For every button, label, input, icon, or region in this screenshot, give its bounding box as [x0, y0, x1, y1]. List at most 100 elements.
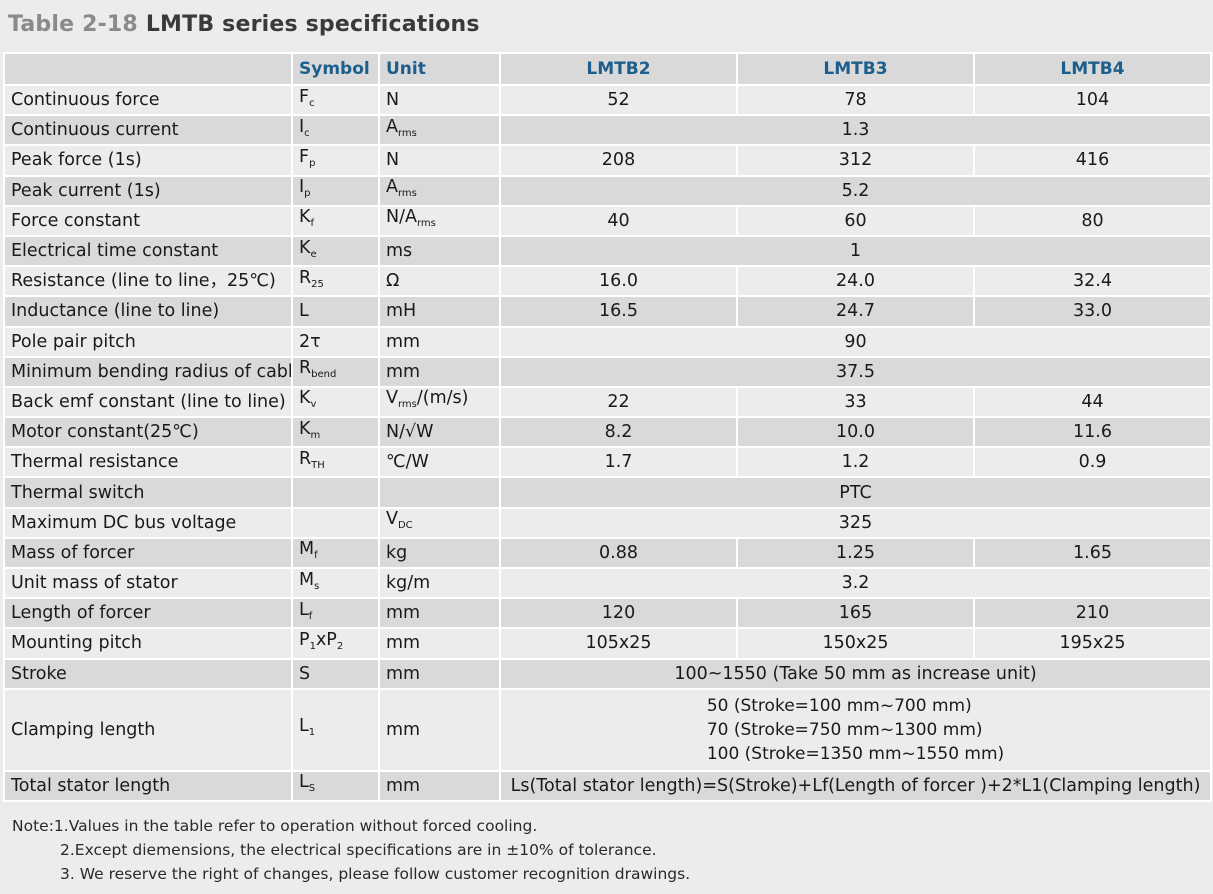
value-cell: 22: [499, 385, 738, 419]
parameter-name: Resistance (line to line，25℃): [3, 265, 293, 298]
header-unit: Unit: [378, 52, 501, 86]
table-row: Pole pair pitch 2τ mm 90: [3, 325, 1212, 358]
unit-text: ms: [386, 241, 413, 262]
value-cell: 150x25: [736, 627, 975, 660]
symbol-cell: Lf: [291, 597, 380, 630]
value-cell: 1.2: [736, 446, 975, 479]
table-number: Table 2-18: [8, 12, 138, 37]
symbol-text: S: [299, 663, 311, 684]
symbol-cell: Fc: [291, 83, 380, 117]
parameter-name: Thermal switch: [3, 476, 293, 509]
total-formula: Ls(Total stator length)=S(Stroke)+Lf(Len…: [499, 769, 1212, 802]
symbol-cell: [291, 506, 380, 539]
value-cell: 24.0: [736, 265, 975, 298]
unit-text: mm: [386, 775, 421, 796]
unit-text: A: [386, 177, 398, 198]
value-cell: 16.0: [499, 265, 738, 298]
parameter-name: Peak force (1s): [3, 144, 293, 177]
header-symbol: Symbol: [291, 52, 380, 86]
value-cell: 33: [736, 385, 975, 419]
parameter-name: Electrical time constant: [3, 234, 293, 268]
clamping-values: 50 (Stroke=100 mm~700 mm) 70 (Stroke=750 …: [499, 687, 1212, 772]
unit-cell: mH: [378, 295, 501, 328]
parameter-name: Minimum bending radius of cable: [3, 355, 293, 388]
unit-text: mm: [386, 633, 421, 654]
table-row: Peak force (1s) Fp N 208 312 416: [3, 144, 1212, 177]
table-row: Motor constant(25℃) Km N/√W 8.2 10.0 11.6: [3, 416, 1212, 449]
value-merged: 5.2: [499, 174, 1212, 207]
unit-cell: Arms: [378, 114, 501, 147]
value-cell: 16.5: [499, 295, 738, 328]
subscript: S: [308, 783, 316, 795]
clamping-lines: 50 (Stroke=100 mm~700 mm) 70 (Stroke=750 …: [707, 694, 1004, 766]
notes: Note:1.Values in the table refer to oper…: [12, 814, 690, 886]
subscript: m: [310, 429, 321, 441]
symbol-cell: Kv: [291, 385, 380, 419]
note-1: Note:1.Values in the table refer to oper…: [12, 817, 538, 835]
subscript: rms: [397, 399, 417, 411]
symbol-text: F: [299, 146, 310, 167]
subscript: f: [308, 610, 313, 622]
unit-text: mH: [386, 301, 417, 322]
unit-text: mm: [386, 603, 421, 624]
parameter-name: Maximum DC bus voltage: [3, 506, 293, 539]
parameter-name: Length of forcer: [3, 597, 293, 630]
unit-cell: mm: [378, 597, 501, 630]
unit-cell: N: [378, 83, 501, 117]
table-row: Mass of forcer Mf kg 0.88 1.25 1.65: [3, 536, 1212, 570]
symbol-cell: Ic: [291, 114, 380, 147]
symbol-text: L: [299, 772, 309, 793]
table-row: Electrical time constant Ke ms 1: [3, 234, 1212, 268]
subscript: 25: [311, 278, 324, 290]
value-cell: 60: [736, 204, 975, 237]
value-cell: 78: [736, 83, 975, 117]
symbol-cell: L1: [291, 687, 380, 772]
symbol-text: L: [299, 599, 309, 620]
table-row: Unit mass of stator Ms kg/m 3.2: [3, 566, 1212, 600]
value-cell: 0.88: [499, 536, 738, 570]
subscript: DC: [397, 520, 413, 532]
symbol-text: M: [299, 539, 315, 560]
symbol-text: M: [299, 569, 315, 590]
unit-cell: VDC: [378, 506, 501, 539]
subscript: rms: [416, 218, 436, 230]
unit-cell: Ω: [378, 265, 501, 298]
unit-text: A: [386, 116, 398, 137]
parameter-name: Back emf constant (line to line): [3, 385, 293, 419]
subscript: p: [304, 188, 311, 200]
subscript: rms: [397, 127, 417, 139]
symbol-text: L: [299, 716, 309, 737]
value-cell: 8.2: [499, 416, 738, 449]
header-model-lmtb3: LMTB3: [736, 52, 975, 86]
value-cell: 10.0: [736, 416, 975, 449]
symbol-cell: Kf: [291, 204, 380, 237]
value-merged: PTC: [499, 476, 1212, 509]
value-merged: 325: [499, 506, 1212, 539]
table-row: Thermal switch PTC: [3, 476, 1212, 509]
value-cell: 1.7: [499, 446, 738, 479]
symbol-text: R: [299, 358, 312, 379]
value-cell: 11.6: [973, 416, 1212, 449]
clamping-line: 70 (Stroke=750 mm~1300 mm): [706, 719, 983, 740]
symbol-cell: [291, 476, 380, 509]
unit-text: mm: [386, 663, 421, 684]
header-parameter: [3, 52, 293, 86]
subscript: f: [310, 218, 315, 230]
parameter-name: Peak current (1s): [3, 174, 293, 207]
symbol-text: R: [299, 448, 312, 469]
unit-cell: mm: [378, 687, 501, 772]
value-cell: 24.7: [736, 295, 975, 328]
symbol-cell: Km: [291, 416, 380, 449]
unit-text: V: [386, 388, 398, 409]
table-row: Mounting pitch P1xP2 mm 105x25 150x25 195x25: [3, 627, 1212, 660]
value-merged: 1.3: [499, 114, 1212, 147]
value-cell: 33.0: [973, 295, 1212, 328]
value-cell: 165: [736, 597, 975, 630]
subscript: p: [309, 157, 316, 169]
unit-text: mm: [386, 331, 421, 352]
parameter-name: Pole pair pitch: [3, 325, 293, 358]
value-merged: 37.5: [499, 355, 1212, 388]
symbol-text: I: [299, 116, 305, 137]
parameter-name: Thermal resistance: [3, 446, 293, 479]
